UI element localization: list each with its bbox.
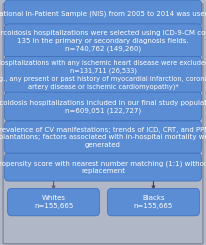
FancyBboxPatch shape: [5, 92, 201, 121]
Text: Propensity score with nearest number matching (1:1) without
replacement: Propensity score with nearest number mat…: [0, 160, 206, 174]
FancyBboxPatch shape: [5, 153, 201, 181]
FancyBboxPatch shape: [5, 121, 201, 153]
Text: Whites
n=155,665: Whites n=155,665: [34, 195, 73, 209]
FancyBboxPatch shape: [5, 56, 201, 94]
Text: Blacks
n=155,665: Blacks n=155,665: [134, 195, 173, 209]
Text: Prevalence of CV manifestations; trends of ICD, CRT, and PPM
implantations; fact: Prevalence of CV manifestations; trends …: [0, 127, 206, 148]
Text: Sarcoidosis hospitalizations included in our final study population
n=609,051 (1: Sarcoidosis hospitalizations included in…: [0, 99, 206, 114]
Text: Hospitalizations with any ischemic heart disease were excluded
n=131,711 (26,533: Hospitalizations with any ischemic heart…: [0, 60, 206, 90]
FancyBboxPatch shape: [8, 188, 99, 216]
FancyBboxPatch shape: [5, 24, 201, 58]
FancyBboxPatch shape: [5, 0, 201, 27]
Text: National In-Patient Sample (NIS) from 2005 to 2014 was used.: National In-Patient Sample (NIS) from 20…: [0, 10, 206, 17]
FancyBboxPatch shape: [108, 188, 199, 216]
FancyBboxPatch shape: [3, 4, 203, 244]
Text: Sarcoidosis hospitalizations were selected using ICD-9-CM code
135 in the primar: Sarcoidosis hospitalizations were select…: [0, 30, 206, 52]
